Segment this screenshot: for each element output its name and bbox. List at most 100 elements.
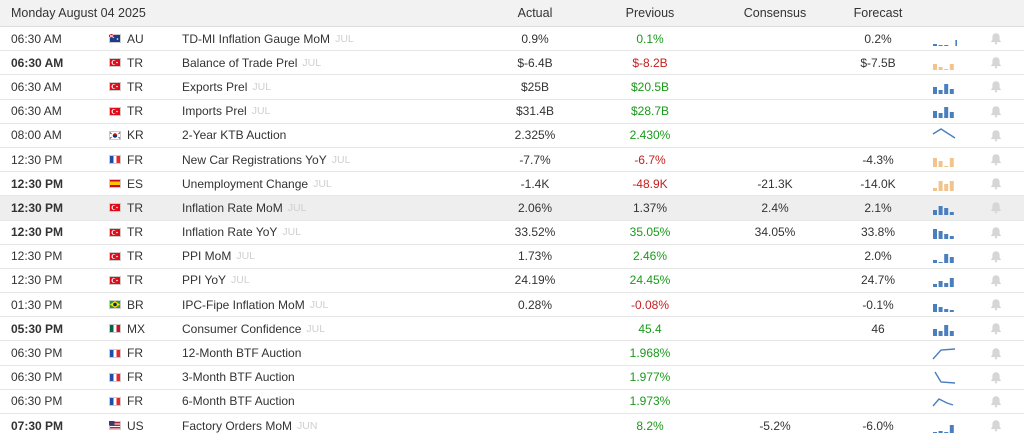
event-name-cell[interactable]: Factory Orders MoM JUN: [182, 414, 482, 434]
country-code[interactable]: FR: [127, 394, 143, 409]
country-code[interactable]: TR: [127, 225, 143, 240]
bell-icon[interactable]: [989, 317, 1003, 340]
event-name[interactable]: Inflation Rate YoY: [182, 225, 278, 240]
bell-icon[interactable]: [989, 75, 1003, 98]
country-code[interactable]: KR: [127, 128, 144, 143]
bar-sparkline-icon[interactable]: [931, 100, 957, 123]
table-row[interactable]: 05:30 PM MX Consumer Confidence JUL 45.4 46: [0, 317, 1024, 342]
bar-sparkline-icon[interactable]: [931, 148, 957, 171]
table-row[interactable]: 06:30 PM FR 3-Month BTF Auction 1.977%: [0, 365, 1024, 390]
event-name-cell[interactable]: 2-Year KTB Auction: [182, 124, 482, 147]
event-name[interactable]: Imports Prel: [182, 104, 247, 119]
event-name[interactable]: TD-MI Inflation Gauge MoM: [182, 31, 331, 46]
bar-sparkline-icon[interactable]: [931, 414, 957, 434]
country-code[interactable]: AU: [127, 31, 144, 46]
line-sparkline-icon[interactable]: [931, 124, 957, 147]
bell-icon[interactable]: [989, 341, 1003, 364]
bell-icon[interactable]: [989, 414, 1003, 434]
country-code[interactable]: FR: [127, 346, 143, 361]
event-name[interactable]: Factory Orders MoM: [182, 418, 293, 433]
event-name[interactable]: New Car Registrations YoY: [182, 152, 327, 167]
line-sparkline-icon[interactable]: [931, 390, 957, 413]
table-row[interactable]: 06:30 PM FR 12-Month BTF Auction 1.968%: [0, 341, 1024, 366]
line-sparkline-icon[interactable]: [931, 366, 957, 389]
bar-sparkline-icon[interactable]: [931, 269, 957, 292]
event-name[interactable]: 6-Month BTF Auction: [182, 394, 295, 409]
header-forecast[interactable]: Forecast: [853, 6, 903, 20]
bell-icon[interactable]: [989, 100, 1003, 123]
event-name-cell[interactable]: Consumer Confidence JUL: [182, 317, 482, 340]
country-code[interactable]: FR: [127, 370, 143, 385]
bell-icon[interactable]: [989, 390, 1003, 413]
bell-icon[interactable]: [989, 221, 1003, 244]
event-name-cell[interactable]: New Car Registrations YoY JUL: [182, 148, 482, 171]
header-previous[interactable]: Previous: [625, 6, 675, 20]
country-code[interactable]: TR: [127, 273, 143, 288]
event-name[interactable]: Exports Prel: [182, 79, 248, 94]
event-name[interactable]: PPI YoY: [182, 273, 227, 288]
bar-sparkline-icon[interactable]: [931, 75, 957, 98]
country-code[interactable]: ES: [127, 176, 144, 191]
event-name-cell[interactable]: Unemployment Change JUL: [182, 172, 482, 195]
table-row[interactable]: 12:30 PM TR PPI YoY JUL 24.19% 24.45% 24.7%: [0, 268, 1024, 294]
bar-sparkline-icon[interactable]: [931, 317, 957, 340]
event-name[interactable]: PPI MoM: [182, 249, 232, 264]
event-name-cell[interactable]: TD-MI Inflation Gauge MoM JUL: [182, 27, 482, 50]
table-row[interactable]: 01:30 PM BR IPC-Fipe Inflation MoM JUL 0.28%…: [0, 293, 1024, 318]
event-name-cell[interactable]: PPI MoM JUL: [182, 245, 482, 268]
bar-sparkline-icon[interactable]: [931, 27, 957, 50]
bar-sparkline-icon[interactable]: [931, 245, 957, 268]
event-name[interactable]: IPC-Fipe Inflation MoM: [182, 297, 305, 312]
country-code[interactable]: US: [127, 418, 144, 433]
event-name[interactable]: 2-Year KTB Auction: [182, 128, 287, 143]
bell-icon[interactable]: [989, 293, 1003, 316]
header-actual[interactable]: Actual: [517, 6, 553, 20]
table-row[interactable]: 06:30 AM TR Exports Prel JUL $25B $20.5B: [0, 75, 1024, 100]
event-name-cell[interactable]: Inflation Rate MoM JUL: [182, 196, 482, 219]
event-name-cell[interactable]: Exports Prel JUL: [182, 75, 482, 98]
bar-sparkline-icon[interactable]: [931, 196, 957, 219]
event-name[interactable]: 3-Month BTF Auction: [182, 370, 295, 385]
bell-icon[interactable]: [989, 124, 1003, 147]
country-code[interactable]: TR: [127, 55, 143, 70]
event-name-cell[interactable]: Inflation Rate YoY JUL: [182, 221, 482, 244]
table-row[interactable]: 06:30 AM TR Imports Prel JUL $31.4B $28.7B: [0, 99, 1024, 124]
table-row[interactable]: 08:00 AM KR 2-Year KTB Auction 2.325% 2.430%: [0, 123, 1024, 148]
table-row[interactable]: 12:30 PM TR Inflation Rate YoY JUL 33.52% 35.…: [0, 220, 1024, 245]
header-consensus[interactable]: Consensus: [743, 6, 807, 20]
event-name-cell[interactable]: 3-Month BTF Auction: [182, 366, 482, 389]
table-row[interactable]: 06:30 AM AU TD-MI Inflation Gauge MoM JUL 0.…: [0, 27, 1024, 52]
bell-icon[interactable]: [989, 196, 1003, 219]
event-name-cell[interactable]: Balance of Trade Prel JUL: [182, 51, 482, 74]
event-name[interactable]: Unemployment Change: [182, 176, 309, 191]
country-code[interactable]: TR: [127, 79, 143, 94]
line-sparkline-icon[interactable]: [931, 341, 957, 364]
country-code[interactable]: FR: [127, 152, 143, 167]
table-row[interactable]: 12:30 PM ES Unemployment Change JUL -1.4K -48…: [0, 172, 1024, 197]
event-name-cell[interactable]: PPI YoY JUL: [182, 269, 482, 292]
country-code[interactable]: TR: [127, 200, 143, 215]
country-code[interactable]: BR: [127, 297, 144, 312]
bell-icon[interactable]: [989, 269, 1003, 292]
country-code[interactable]: TR: [127, 249, 143, 264]
event-name[interactable]: 12-Month BTF Auction: [182, 346, 302, 361]
bell-icon[interactable]: [989, 172, 1003, 195]
bar-sparkline-icon[interactable]: [931, 51, 957, 74]
bar-sparkline-icon[interactable]: [931, 221, 957, 244]
event-name[interactable]: Balance of Trade Prel: [182, 55, 298, 70]
bell-icon[interactable]: [989, 27, 1003, 50]
event-name-cell[interactable]: Imports Prel JUL: [182, 100, 482, 123]
event-name-cell[interactable]: IPC-Fipe Inflation MoM JUL: [182, 293, 482, 316]
bar-sparkline-icon[interactable]: [931, 293, 957, 316]
table-row[interactable]: 12:30 PM TR PPI MoM JUL 1.73% 2.46% 2.0%: [0, 244, 1024, 269]
bell-icon[interactable]: [989, 245, 1003, 268]
country-code[interactable]: MX: [127, 321, 145, 336]
table-row[interactable]: 06:30 PM FR 6-Month BTF Auction 1.973%: [0, 389, 1024, 414]
table-row[interactable]: 12:30 PM FR New Car Registrations YoY JUL -7…: [0, 147, 1024, 173]
event-name[interactable]: Inflation Rate MoM: [182, 200, 283, 215]
bar-sparkline-icon[interactable]: [931, 172, 957, 195]
table-row[interactable]: 12:30 PM TR Inflation Rate MoM JUL 2.06% 1.37…: [0, 196, 1024, 221]
table-row[interactable]: 06:30 AM TR Balance of Trade Prel JUL $-6.4B…: [0, 51, 1024, 76]
bell-icon[interactable]: [989, 51, 1003, 74]
bell-icon[interactable]: [989, 148, 1003, 171]
